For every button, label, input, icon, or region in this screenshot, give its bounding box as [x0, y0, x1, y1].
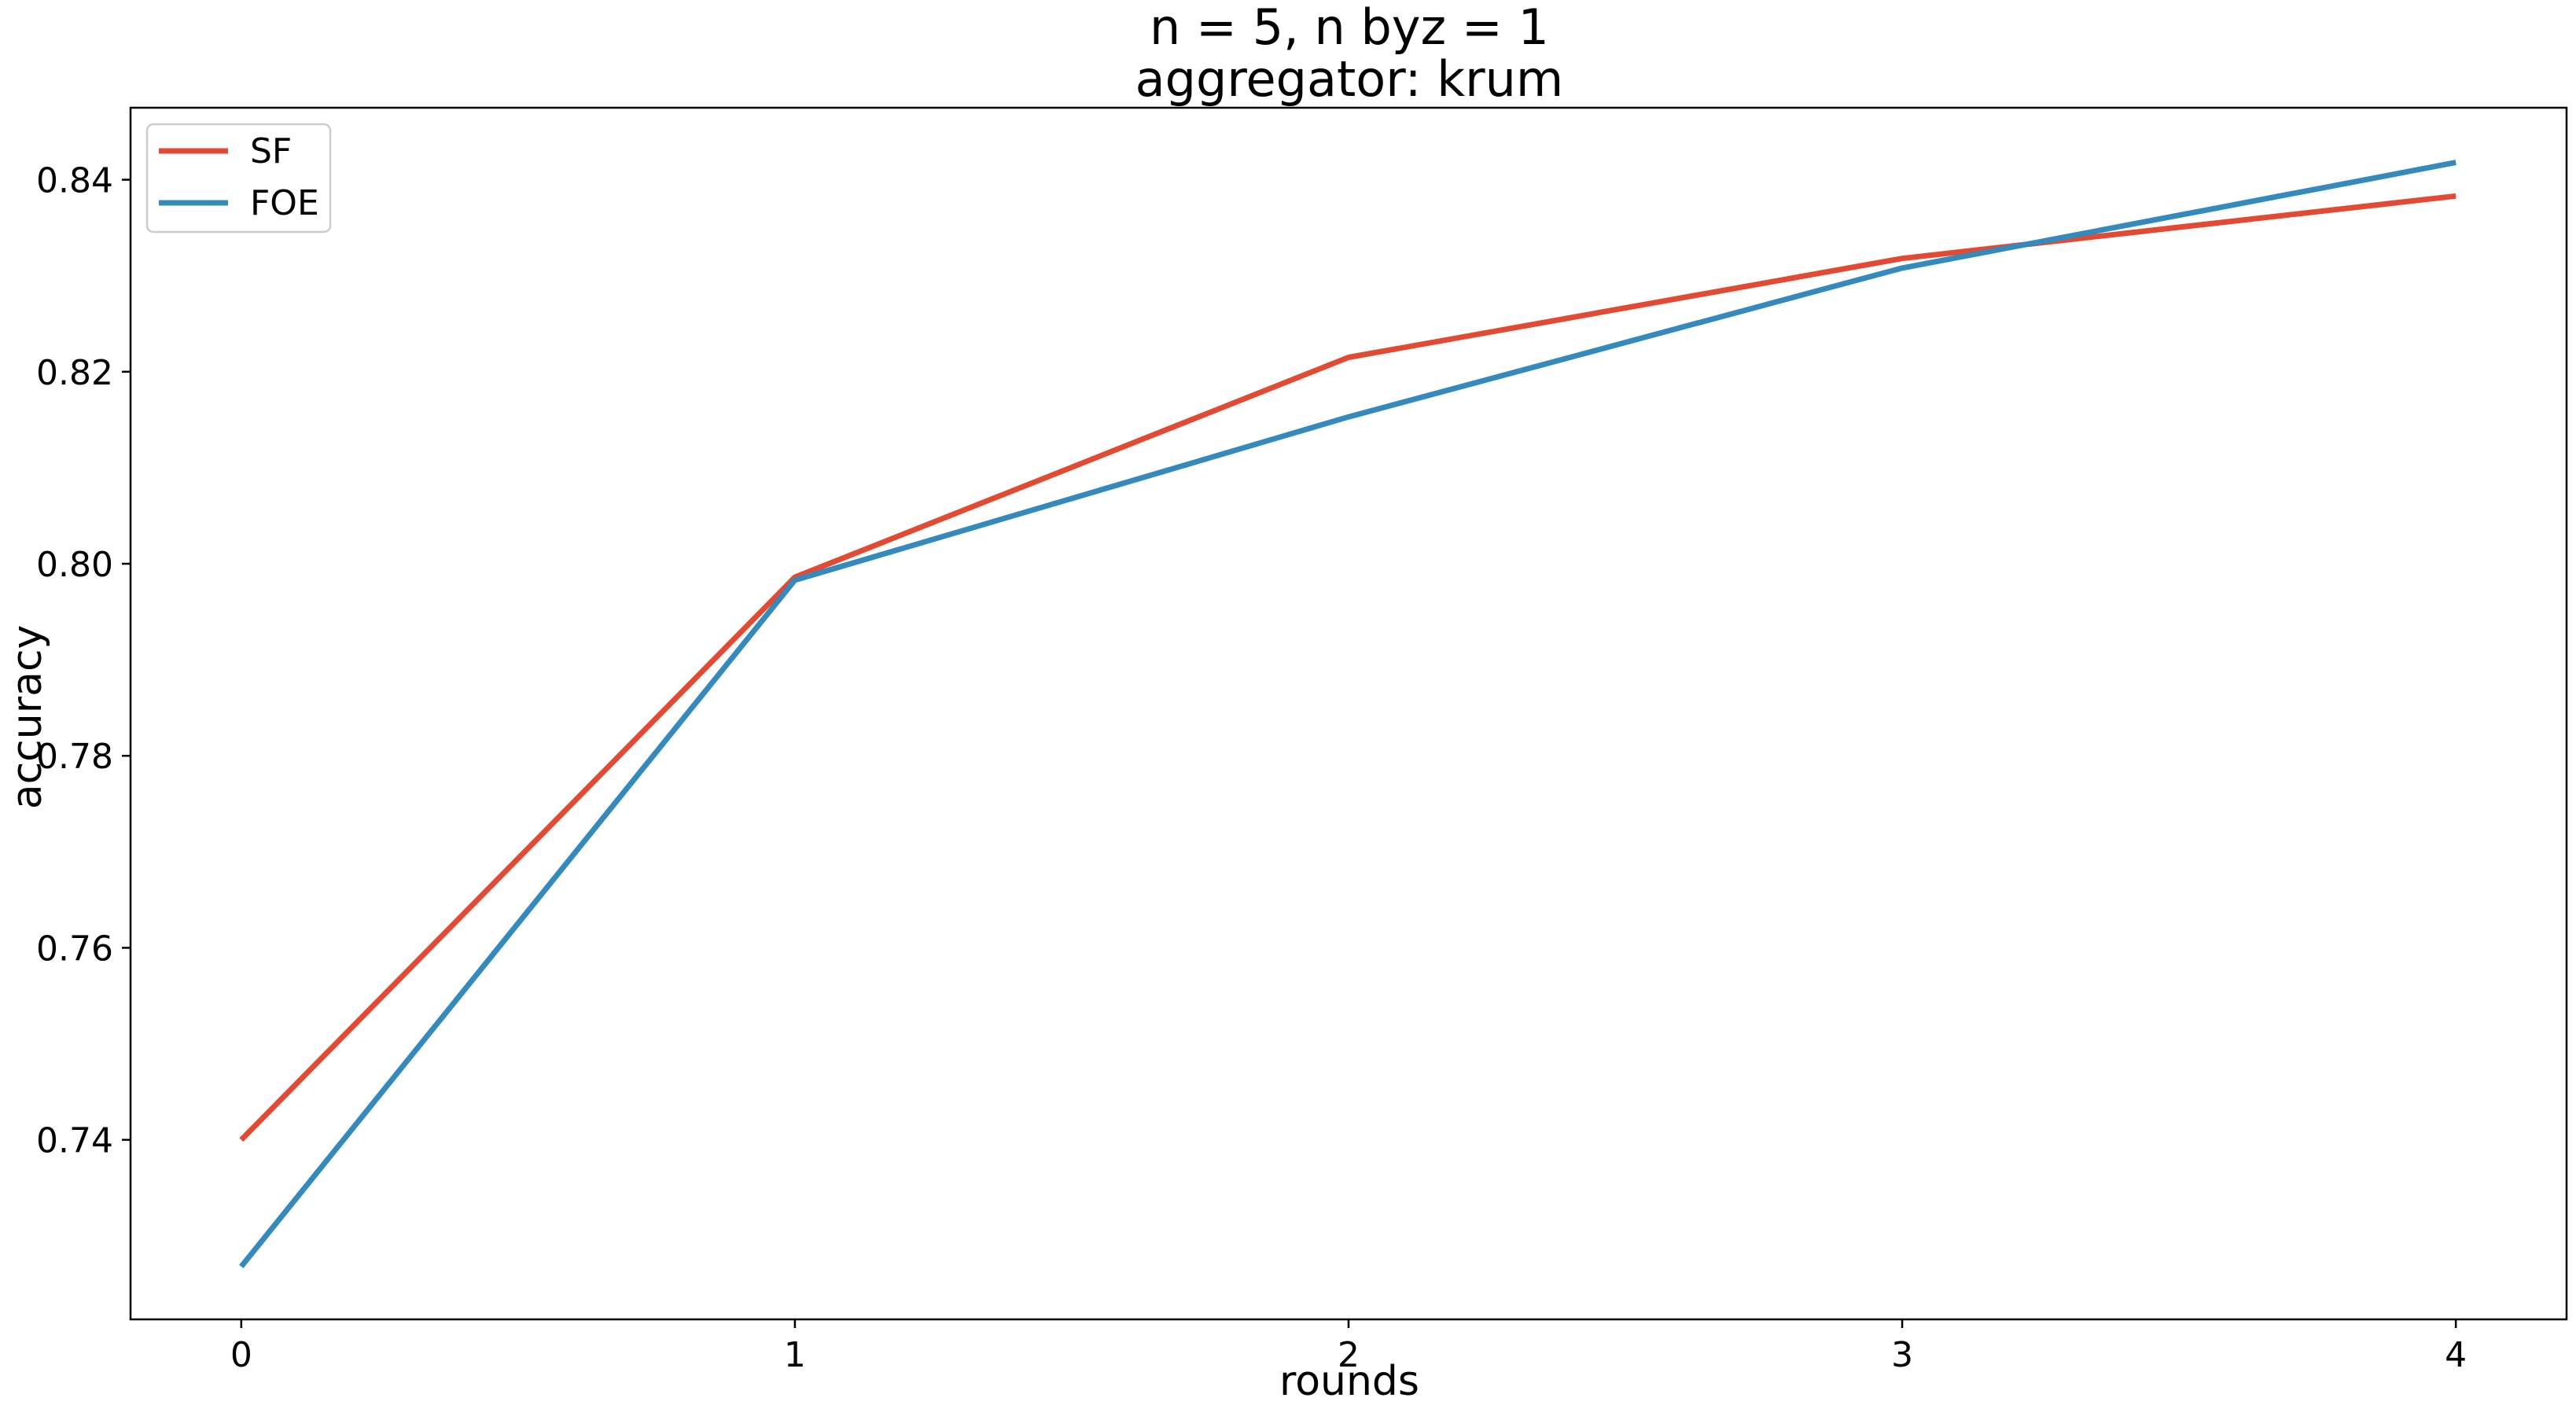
- y-axis-label: accuracy: [4, 625, 51, 810]
- x-tick-label: 4: [2445, 1335, 2467, 1375]
- x-tick-label: 0: [230, 1335, 252, 1375]
- y-tick-label: 0.82: [36, 353, 113, 393]
- y-tick-label: 0.84: [36, 161, 113, 201]
- y-tick-label: 0.76: [36, 929, 113, 969]
- x-tick-label: 1: [784, 1335, 806, 1375]
- x-tick-label: 2: [1338, 1335, 1360, 1375]
- series-lines: [239, 160, 2456, 1268]
- x-axis-label: rounds: [1279, 1358, 1419, 1405]
- y-tick-label: 0.74: [36, 1121, 113, 1161]
- legend: SF FOE: [145, 123, 332, 234]
- y-tick-label: 0.78: [36, 737, 113, 777]
- x-tick-label: 3: [1891, 1335, 1913, 1375]
- x-axis-ticks: 0 1 2 3 4: [230, 1319, 2467, 1375]
- series-line-foe: [239, 160, 2456, 1268]
- chart-title: n = 5, n byz = 1: [1150, 0, 1549, 56]
- y-axis-ticks: 0.74 0.76 0.78 0.80 0.82 0.84: [36, 161, 131, 1161]
- legend-label-foe: FOE: [250, 183, 319, 223]
- chart-subtitle: aggregator: krum: [1135, 50, 1564, 108]
- y-tick-label: 0.80: [36, 545, 113, 585]
- plot-area: [129, 106, 2568, 1321]
- legend-label-sf: SF: [250, 131, 292, 171]
- series-line-sf: [239, 193, 2456, 1142]
